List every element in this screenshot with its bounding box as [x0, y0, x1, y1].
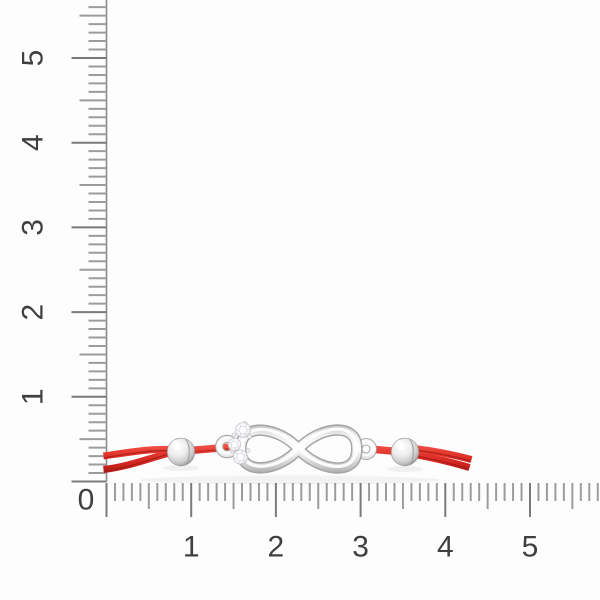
- left-slider-bead: [166, 437, 196, 467]
- right-cord-strand-upper: [413, 445, 473, 463]
- bead-highlight: [396, 440, 404, 450]
- horizontal-ruler-label: 1: [183, 531, 200, 564]
- cord-texture-line: [103, 450, 169, 459]
- horizontal-ruler-label: 3: [352, 531, 369, 564]
- measurement-rulers: 1 2 3 4 5 1 2 3 4 5 0: [17, 0, 599, 564]
- left-cord-strand-upper: [103, 445, 171, 460]
- bead-highlight: [172, 440, 180, 450]
- bracelet: [103, 421, 473, 485]
- left-bead-shadow: [163, 465, 199, 471]
- bead-seam: [408, 439, 414, 466]
- red-cord: [103, 443, 473, 473]
- vertical-ruler-label: 2: [17, 304, 50, 321]
- vertical-ruler-label: 3: [17, 219, 50, 236]
- horizontal-ruler-label: 2: [268, 531, 285, 564]
- diamond-top: [235, 422, 251, 438]
- right-cord-strand-lower: [413, 451, 471, 471]
- cord-texture-line: [103, 453, 171, 472]
- cord-texture-line: [413, 449, 471, 462]
- infinity-highlight: [296, 427, 358, 468]
- vertical-ruler-label: 1: [17, 388, 50, 405]
- right-slider-bead: [390, 437, 420, 467]
- infinity-charm: [235, 424, 363, 474]
- vertical-ruler-label: 5: [17, 50, 50, 67]
- horizontal-ruler-label: 5: [522, 531, 539, 564]
- infinity-highlight: [240, 427, 301, 468]
- prong: [245, 448, 251, 453]
- diamond-cluster: [226, 421, 252, 467]
- charm-shadow: [140, 475, 440, 485]
- horizontal-ruler-label: 4: [437, 531, 454, 564]
- prong: [231, 432, 237, 438]
- vertical-ruler-label: 4: [17, 134, 50, 151]
- left-connector-cord: [189, 443, 232, 455]
- bead-seam: [184, 439, 190, 465]
- cord-texture-line: [413, 455, 469, 470]
- origin-label: 0: [78, 484, 95, 517]
- right-bead-shadow: [387, 466, 423, 472]
- left-cord-strand-lower: [103, 449, 173, 473]
